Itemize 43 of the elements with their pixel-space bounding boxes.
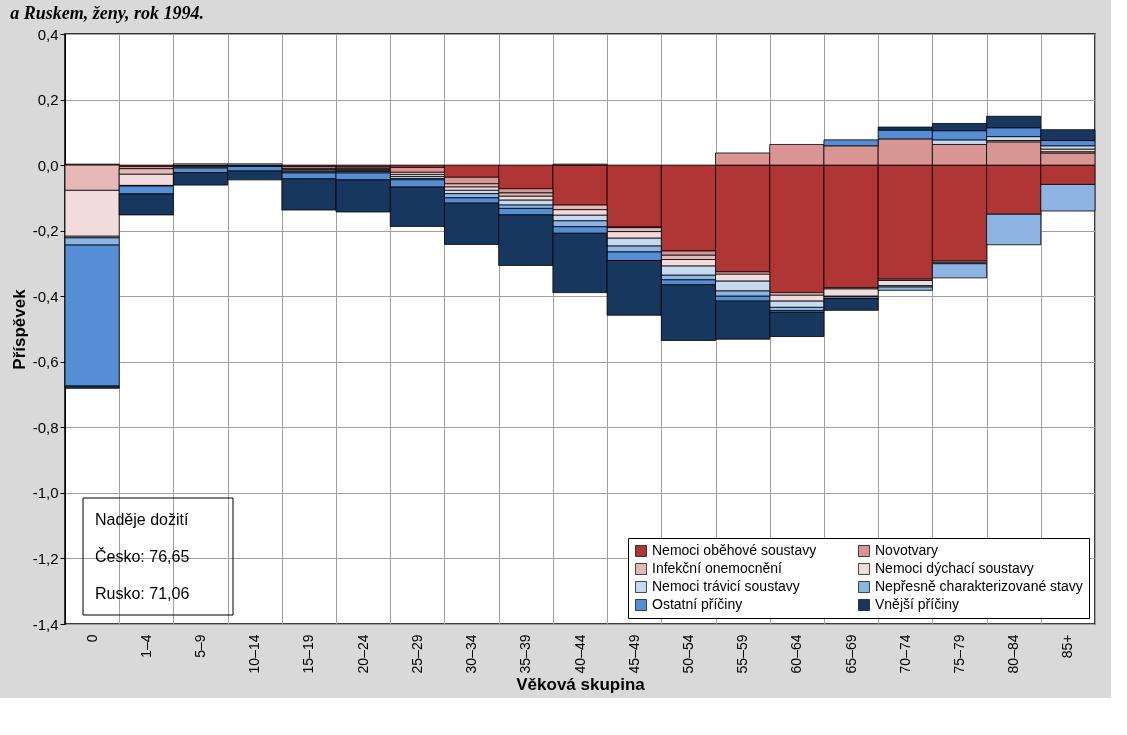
x-tick-label: 15–19 — [300, 634, 317, 674]
x-tick-label: 45–49 — [625, 634, 642, 674]
annotation: Naděje dožití — [95, 511, 189, 528]
x-tick-label: 30–34 — [463, 634, 480, 674]
y-axis-title: Příspěvek — [9, 288, 29, 370]
x-tick-label: 35–39 — [517, 634, 534, 674]
annotation: Česko: 76,65 — [95, 547, 190, 565]
y-tick-label: -0,2 — [32, 222, 59, 240]
y-tick-label: -1,4 — [32, 615, 59, 633]
annotation: Rusko: 71,06 — [95, 585, 190, 602]
x-tick-label: 20–24 — [354, 634, 371, 674]
x-tick-label: 40–44 — [571, 634, 588, 674]
legend-label: Nemoci dýchací soustavy — [875, 560, 1034, 576]
x-tick-label: 75–79 — [950, 634, 967, 674]
y-tick-label: 0,4 — [37, 25, 59, 43]
y-tick-label: -0,4 — [32, 287, 59, 305]
y-tick-label: -1,2 — [32, 549, 59, 567]
legend-label: Nepřesně charakterizované stavy — [875, 578, 1083, 594]
x-tick-label: 25–29 — [408, 634, 425, 674]
x-axis-title: Věková skupina — [516, 675, 646, 695]
x-tick-label: 80–84 — [1005, 634, 1022, 674]
y-tick-label: -1,0 — [32, 484, 59, 502]
x-tick-label: 10–14 — [246, 634, 263, 674]
x-tick-label: 65–69 — [842, 634, 859, 674]
x-tick-label: 85+ — [1059, 634, 1076, 659]
legend-label: Nemoci oběhové soustavy — [652, 542, 817, 558]
legend-label: Ostatní příčiny — [652, 596, 743, 612]
legend-label: Nemoci trávicí soustavy — [652, 578, 800, 594]
y-tick-label: -0,8 — [32, 418, 59, 436]
x-tick-label: 0 — [83, 634, 100, 643]
chart-title: a Ruskem, ženy, rok 1994. — [10, 3, 204, 23]
y-tick-label: -0,6 — [32, 353, 59, 371]
x-tick-label: 1–4 — [137, 634, 154, 658]
legend-label: Vnější příčiny — [875, 596, 960, 612]
y-tick-label: 0,0 — [37, 156, 59, 174]
x-tick-label: 50–54 — [679, 634, 696, 674]
x-tick-label: 5–9 — [192, 634, 209, 658]
legend-label: Novotvary — [875, 542, 939, 558]
x-tick-label: 55–59 — [734, 634, 751, 674]
legend-label: Infekční onemocnění — [652, 560, 783, 576]
x-tick-label: 60–64 — [788, 634, 805, 674]
x-tick-label: 70–74 — [896, 634, 913, 674]
y-tick-label: 0,2 — [37, 91, 59, 109]
